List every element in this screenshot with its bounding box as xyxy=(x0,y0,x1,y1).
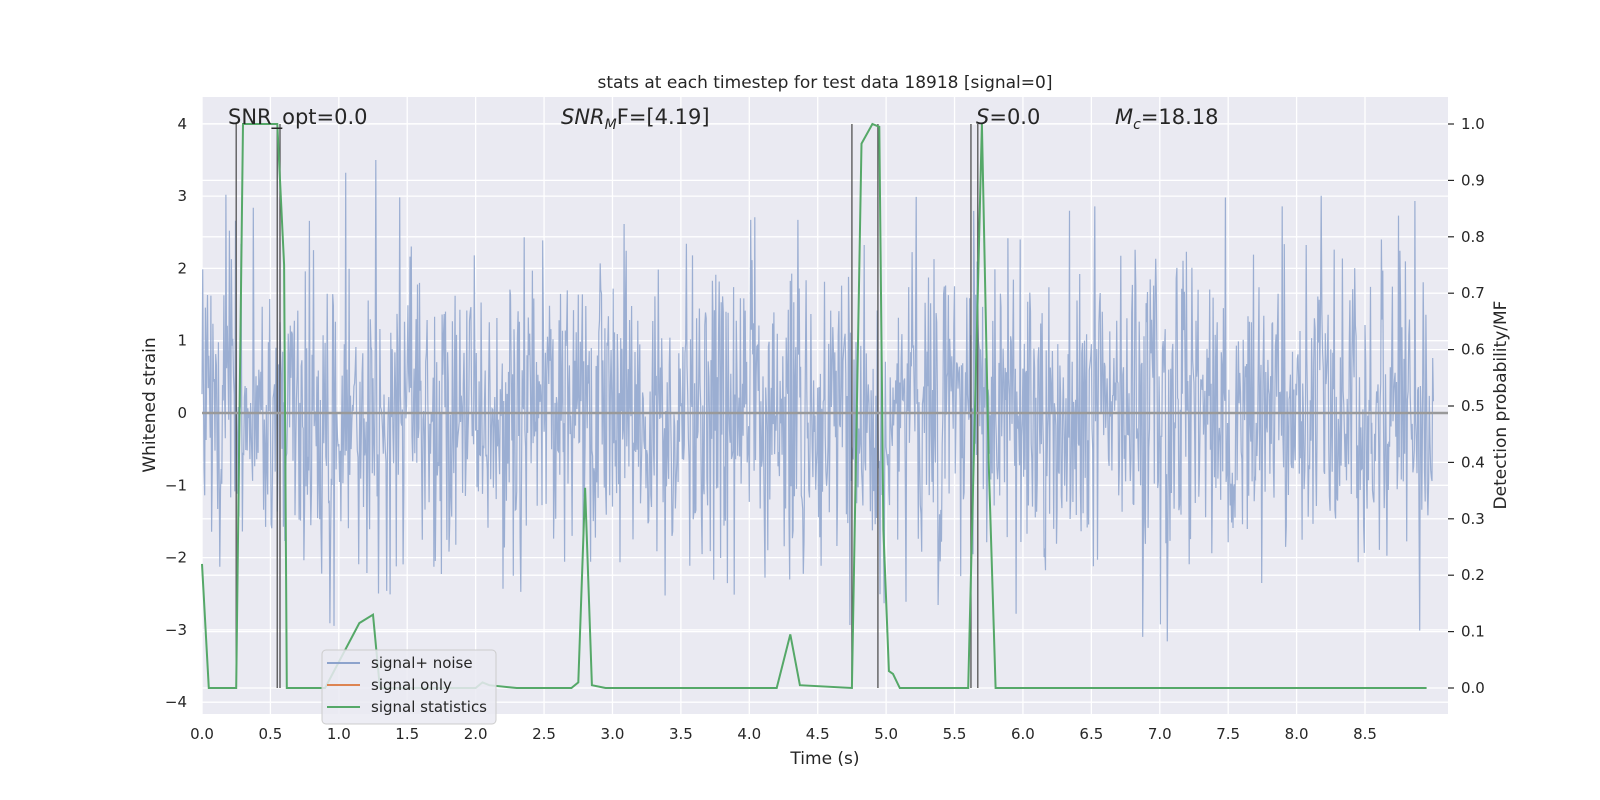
x-tick-label: 8.5 xyxy=(1353,725,1377,743)
y-right-tick-labels: 1.0 0.9 0.8 0.7 0.6 0.5 0.4 0.3 0.2 0.1 0.0 xyxy=(1448,115,1485,697)
y-tick-label: −1 xyxy=(165,476,187,494)
annotation-mc-subscript: c xyxy=(1133,117,1141,133)
x-tick-labels: 0.0 0.5 1.0 1.5 2.0 2.5 3.0 3.5 4.0 4.5 5.0 5.5 6.0 6… xyxy=(190,725,1377,743)
signal-noise-line xyxy=(201,159,1434,642)
x-tick-label: 3.0 xyxy=(601,725,625,743)
y-right-tick-label: 0.3 xyxy=(1461,510,1485,528)
legend-label-signal-only: signal only xyxy=(371,676,452,694)
x-tick-label: 5.5 xyxy=(943,725,967,743)
x-tick-label: 1.0 xyxy=(327,725,351,743)
annotation-s-value: =0.0 xyxy=(989,105,1040,129)
y-right-tick-label: 0.7 xyxy=(1461,284,1485,302)
x-tick-label: 4.0 xyxy=(737,725,761,743)
legend-label-signal-statistics: signal statistics xyxy=(371,698,487,716)
x-tick-label: 3.5 xyxy=(669,725,693,743)
x-axis-label: Time (s) xyxy=(789,749,859,769)
x-tick-label: 8.0 xyxy=(1285,725,1309,743)
annotation-s: S=0.0 xyxy=(976,105,1040,129)
y-tick-label: −3 xyxy=(165,621,187,639)
x-tick-label: 7.0 xyxy=(1148,725,1172,743)
x-tick-label: 0.0 xyxy=(190,725,214,743)
annotation-snr-mf-subscript: M xyxy=(605,117,617,133)
x-tick-label: 6.0 xyxy=(1011,725,1035,743)
x-tick-label: 1.5 xyxy=(395,725,419,743)
y-tick-label: −2 xyxy=(165,549,187,567)
legend-label-signal-noise: signal+ noise xyxy=(371,654,473,672)
y-tick-label: −4 xyxy=(165,693,187,711)
y-right-tick-label: 0.9 xyxy=(1461,171,1485,189)
y-right-tick-label: 0.4 xyxy=(1461,453,1485,471)
legend-box xyxy=(321,649,497,725)
annotation-snr-opt: SNR_opt=0.0 xyxy=(228,105,368,130)
x-tick-label: 7.5 xyxy=(1216,725,1240,743)
x-tick-label: 0.5 xyxy=(258,725,282,743)
annotation-s-symbol: S xyxy=(976,105,989,129)
y-tick-label: 1 xyxy=(177,332,187,350)
signal-noise-series xyxy=(201,159,1434,642)
y-right-axis-label: Detection probability/MF xyxy=(1491,301,1511,510)
y-tick-label: 3 xyxy=(177,187,187,205)
y-right-tick-label: 0.8 xyxy=(1461,228,1485,246)
signal-statistics-series xyxy=(201,122,1427,690)
legend: signal+ noise signal only signal statist… xyxy=(321,649,497,725)
x-tick-label: 2.5 xyxy=(532,725,556,743)
y-tick-label: 2 xyxy=(177,259,187,277)
y-right-tick-label: 0.0 xyxy=(1461,679,1485,697)
annotation-snr-mf-value: F=[4.19] xyxy=(617,105,710,129)
x-tick-label: 2.0 xyxy=(464,725,488,743)
y-tick-labels: 4 3 2 1 0 −1 −2 −3 −4 xyxy=(165,115,187,711)
x-tick-label: 6.5 xyxy=(1079,725,1103,743)
y-right-tick-label: 1.0 xyxy=(1461,115,1485,133)
chart-title: stats at each timestep for test data 189… xyxy=(598,73,1053,93)
y-axis-label: Whitened strain xyxy=(140,337,160,472)
y-right-tick-label: 0.6 xyxy=(1461,341,1485,359)
annotation-mc: Mc=18.18 xyxy=(1115,105,1219,133)
annotation-mc-symbol: M xyxy=(1115,105,1133,129)
y-right-tick-label: 0.5 xyxy=(1461,397,1485,415)
annotation-mc-value: =18.18 xyxy=(1141,105,1219,129)
annotation-snr-mf-symbol: SNR xyxy=(561,105,605,129)
x-tick-label: 5.0 xyxy=(874,725,898,743)
y-tick-label: 4 xyxy=(177,115,187,133)
y-right-tick-label: 0.1 xyxy=(1461,623,1485,641)
x-tick-label: 4.5 xyxy=(806,725,830,743)
signal-statistics-line xyxy=(201,122,1427,690)
y-tick-label: 0 xyxy=(177,404,187,422)
annotation-snr-mf: SNRMF=[4.19] xyxy=(561,105,710,133)
y-right-tick-label: 0.2 xyxy=(1461,566,1485,584)
